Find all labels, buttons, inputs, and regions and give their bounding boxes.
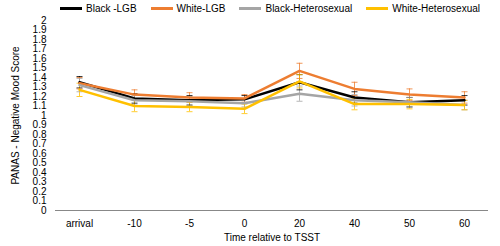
svg-text:2: 2 <box>41 16 47 26</box>
svg-text:0.9: 0.9 <box>33 119 47 130</box>
svg-text:0.1: 0.1 <box>33 195 47 206</box>
svg-text:40: 40 <box>349 218 361 229</box>
html-text:White-Heterosexual: White-Heterosexual <box>392 2 480 14</box>
svg-text:0: 0 <box>41 205 47 216</box>
svg-text:0.7: 0.7 <box>33 138 47 149</box>
svg-text:0.8: 0.8 <box>33 129 47 140</box>
svg-text:0.4: 0.4 <box>33 167 47 178</box>
svg-text:1.7: 1.7 <box>33 43 47 54</box>
svg-text:Time relative to TSST: Time relative to TSST <box>224 232 320 243</box>
svg-text:0.3: 0.3 <box>33 176 47 187</box>
html-text:Black-Heterosexual: Black-Heterosexual <box>265 2 353 14</box>
svg-text:0.2: 0.2 <box>33 186 47 197</box>
svg-text:0: 0 <box>242 218 248 229</box>
svg-text:1.6: 1.6 <box>33 53 47 64</box>
svg-text:0.6: 0.6 <box>33 148 47 159</box>
svg-text:1: 1 <box>41 110 47 121</box>
svg-text:1.3: 1.3 <box>33 81 47 92</box>
svg-text:1.2: 1.2 <box>33 91 47 102</box>
svg-text:-5: -5 <box>185 218 194 229</box>
svg-text:50: 50 <box>404 218 416 229</box>
svg-text:1.5: 1.5 <box>33 62 47 73</box>
svg-text:60: 60 <box>459 218 471 229</box>
svg-text:20: 20 <box>294 218 306 229</box>
svg-text:0.5: 0.5 <box>33 157 47 168</box>
svg-text:PANAS - Negative Mood Score: PANAS - Negative Mood Score <box>10 46 21 185</box>
html-text:White-LGB: White-LGB <box>176 2 226 14</box>
svg-text:-10: -10 <box>127 218 142 229</box>
svg-text:1.8: 1.8 <box>33 34 47 45</box>
svg-text:1.9: 1.9 <box>33 24 47 35</box>
html-text:Black -LGB: Black -LGB <box>86 2 137 14</box>
svg-text:1.4: 1.4 <box>33 72 47 83</box>
svg-text:1.1: 1.1 <box>33 100 47 111</box>
svg-text:arrival: arrival <box>66 218 93 229</box>
